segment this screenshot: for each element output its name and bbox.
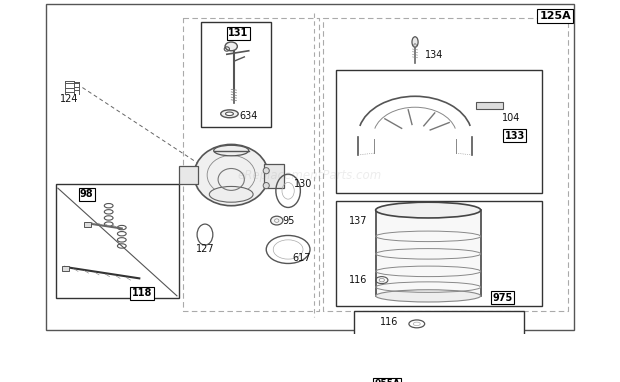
Text: 98: 98: [80, 189, 94, 199]
Ellipse shape: [214, 145, 249, 156]
Bar: [265, 164, 284, 188]
Ellipse shape: [376, 290, 480, 302]
Ellipse shape: [412, 37, 418, 47]
Ellipse shape: [221, 110, 238, 118]
Ellipse shape: [225, 42, 237, 51]
Text: eReplacementParts.com: eReplacementParts.com: [238, 168, 382, 181]
Ellipse shape: [194, 144, 268, 206]
Bar: [179, 166, 198, 184]
Bar: [389, 363, 414, 376]
Text: 127: 127: [196, 244, 215, 254]
Ellipse shape: [389, 357, 414, 369]
Bar: [336, 70, 542, 193]
Text: 137: 137: [349, 217, 368, 227]
Ellipse shape: [210, 186, 253, 202]
Text: 118: 118: [131, 288, 152, 298]
Ellipse shape: [263, 168, 269, 174]
Bar: [201, 22, 270, 127]
Text: 95: 95: [282, 215, 294, 226]
Text: 134: 134: [425, 50, 443, 60]
Bar: [354, 311, 525, 382]
Bar: [476, 102, 503, 109]
Ellipse shape: [389, 374, 414, 382]
Ellipse shape: [270, 216, 283, 225]
Bar: [376, 210, 480, 296]
Text: 116: 116: [379, 317, 398, 327]
Text: 130: 130: [294, 179, 312, 189]
Text: 975: 975: [492, 293, 513, 303]
Bar: [62, 266, 69, 271]
Text: 617: 617: [292, 253, 311, 263]
Bar: [336, 201, 542, 306]
Text: 133: 133: [505, 131, 525, 141]
Ellipse shape: [197, 224, 213, 245]
Text: 116: 116: [349, 275, 367, 285]
Text: 955A: 955A: [374, 379, 400, 382]
Text: 124: 124: [60, 94, 79, 104]
Text: 104: 104: [502, 113, 521, 123]
Bar: [56, 184, 179, 298]
Text: 634: 634: [239, 112, 258, 121]
Ellipse shape: [376, 202, 480, 218]
Text: 125A: 125A: [539, 11, 571, 21]
Ellipse shape: [226, 112, 233, 115]
Ellipse shape: [263, 183, 269, 189]
Text: 131: 131: [228, 28, 249, 38]
Bar: [84, 222, 91, 227]
